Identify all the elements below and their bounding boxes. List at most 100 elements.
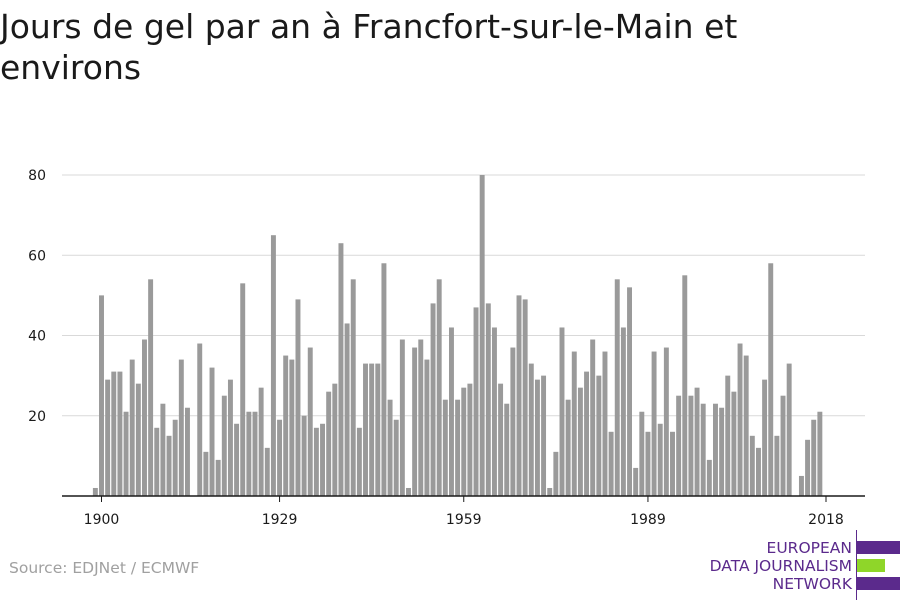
bar-2011 [780, 395, 786, 496]
bar-1933 [301, 415, 307, 496]
bar-2016 [811, 419, 817, 496]
logo-bar-bottom [857, 577, 900, 590]
logo-line-2: DATA JOURNALISM [709, 557, 852, 575]
bar-1950 [406, 487, 411, 496]
bar-1921 [227, 379, 233, 496]
bar-2010 [774, 435, 780, 496]
bar-1970 [528, 363, 534, 496]
bar-1937 [326, 391, 332, 496]
bar-1952 [418, 339, 424, 496]
y-tick-label-80: 80 [28, 168, 46, 184]
bar-1983 [608, 431, 614, 496]
bar-1977 [571, 351, 577, 496]
bar-1927 [264, 447, 270, 496]
bar-1931 [289, 359, 295, 496]
bar-1909 [154, 427, 160, 496]
bar-1916 [197, 343, 203, 496]
bar-1999 [706, 459, 712, 496]
bar-1906 [135, 383, 141, 496]
bar-2006 [749, 435, 755, 496]
bar-1926 [258, 387, 264, 496]
bar-1949 [399, 339, 405, 496]
bar-2017 [817, 411, 823, 496]
bar-1947 [387, 399, 393, 496]
bar-2003 [731, 391, 737, 496]
bar-1919 [215, 459, 221, 496]
bar-1954 [430, 303, 436, 496]
bar-1987 [633, 467, 639, 496]
bar-1958 [455, 399, 461, 496]
bar-1980 [590, 339, 596, 496]
y-tick-label-40: 40 [28, 329, 46, 345]
logo-bar-middle [857, 559, 885, 572]
bar-1989 [645, 431, 651, 496]
bar-1998 [700, 403, 706, 496]
bar-1973 [547, 487, 553, 496]
bar-1951 [412, 347, 418, 496]
bar-1976 [565, 399, 571, 496]
logo-divider [856, 530, 857, 600]
bar-1988 [639, 411, 645, 496]
logo-bar-top [857, 541, 900, 554]
x-tick-label-2018: 2018 [808, 512, 844, 528]
bar-1899 [92, 487, 98, 496]
logo-line-3: NETWORK [772, 575, 852, 593]
y-tick-label-60: 60 [28, 248, 46, 264]
bar-1996 [688, 395, 694, 496]
bar-1986 [627, 287, 632, 496]
bar-1925 [252, 411, 258, 496]
bar-1910 [160, 403, 166, 496]
bar-1941 [350, 279, 356, 496]
source-note: Source: EDJNet / ECMWF [9, 559, 200, 577]
bar-1944 [369, 363, 375, 496]
bar-1902 [111, 371, 117, 496]
bar-1997 [694, 387, 700, 496]
bar-1964 [491, 327, 497, 496]
bar-1945 [375, 363, 381, 496]
bar-1942 [356, 427, 362, 496]
x-tick-label-1989: 1989 [630, 512, 666, 528]
bar-1975 [559, 327, 565, 496]
bar-1991 [657, 423, 663, 496]
bar-1938 [332, 383, 338, 496]
bar-1962 [479, 175, 485, 496]
bar-1963 [485, 303, 491, 496]
bar-1923 [240, 283, 246, 496]
bar-1922 [234, 423, 240, 496]
x-tick-label-1959: 1959 [446, 512, 482, 528]
bar-1993 [670, 431, 675, 496]
bar-1969 [522, 299, 528, 496]
bar-1924 [246, 411, 252, 496]
bars [92, 175, 823, 497]
bar-1956 [442, 399, 448, 496]
bar-2014 [798, 475, 804, 496]
bar-1959 [461, 387, 467, 496]
bar-1948 [393, 419, 399, 496]
bar-1982 [602, 351, 608, 496]
bar-1972 [541, 375, 547, 497]
bar-1967 [510, 347, 516, 496]
x-tick-label-1929: 1929 [262, 512, 298, 528]
x-tick-label-1900: 1900 [84, 512, 120, 528]
bar-1953 [424, 359, 430, 496]
bar-1918 [209, 367, 215, 496]
bar-2000 [713, 403, 718, 496]
bar-1978 [577, 387, 583, 496]
bar-2007 [755, 447, 761, 496]
bar-1960 [467, 383, 473, 496]
bar-1907 [142, 339, 147, 496]
bar-1936 [320, 423, 325, 496]
bar-1992 [663, 347, 669, 496]
bar-1981 [596, 375, 602, 497]
bar-1985 [620, 327, 626, 496]
bar-1979 [584, 371, 590, 496]
bar-1955 [436, 279, 442, 496]
bar-1961 [473, 307, 479, 496]
bar-1994 [676, 395, 682, 496]
bar-1990 [651, 351, 657, 496]
bar-2008 [762, 379, 768, 496]
bar-2005 [743, 355, 749, 496]
logo-line-1: EUROPEAN [766, 539, 852, 557]
y-tick-labels: 20 40 60 80 [28, 168, 46, 425]
bar-1913 [178, 359, 184, 496]
